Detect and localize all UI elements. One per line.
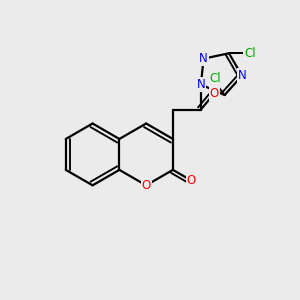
Text: Cl: Cl xyxy=(209,72,220,85)
Text: N: N xyxy=(199,52,208,65)
Text: N: N xyxy=(238,69,246,82)
Text: N: N xyxy=(196,78,205,91)
Text: O: O xyxy=(210,87,219,100)
Text: O: O xyxy=(142,179,151,192)
Text: O: O xyxy=(187,174,196,187)
Text: Cl: Cl xyxy=(244,47,256,60)
